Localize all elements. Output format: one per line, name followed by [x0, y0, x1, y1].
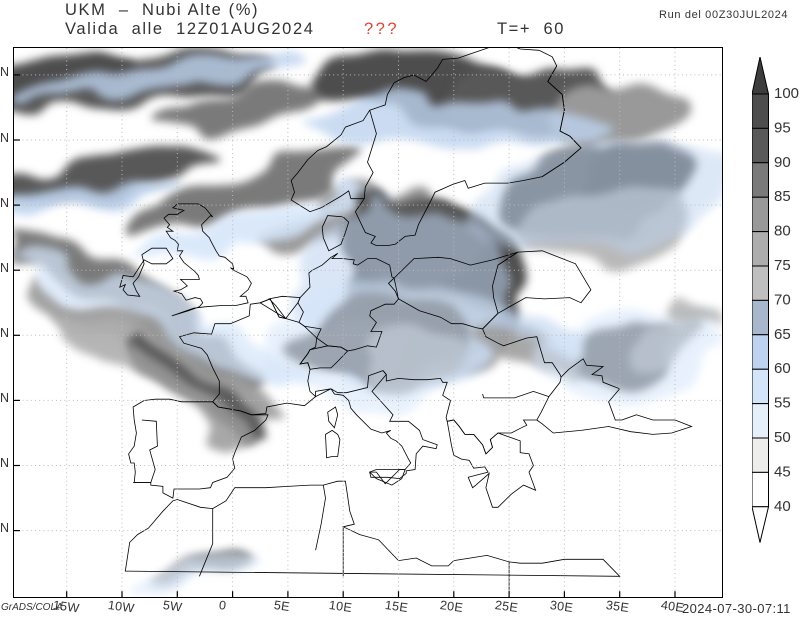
- svg-text:95: 95: [774, 119, 791, 136]
- svg-text:45: 45: [774, 463, 791, 480]
- svg-text:50: 50: [774, 429, 791, 446]
- svg-text:65: 65: [774, 326, 791, 343]
- svg-text:40: 40: [774, 498, 791, 515]
- svg-text:60: 60: [774, 360, 791, 377]
- svg-text:70: 70: [774, 291, 791, 308]
- svg-text:75: 75: [774, 257, 791, 274]
- svg-text:90: 90: [774, 154, 791, 171]
- svg-text:100: 100: [774, 85, 799, 102]
- svg-text:55: 55: [774, 395, 791, 412]
- svg-text:85: 85: [774, 188, 791, 205]
- svg-text:80: 80: [774, 223, 791, 240]
